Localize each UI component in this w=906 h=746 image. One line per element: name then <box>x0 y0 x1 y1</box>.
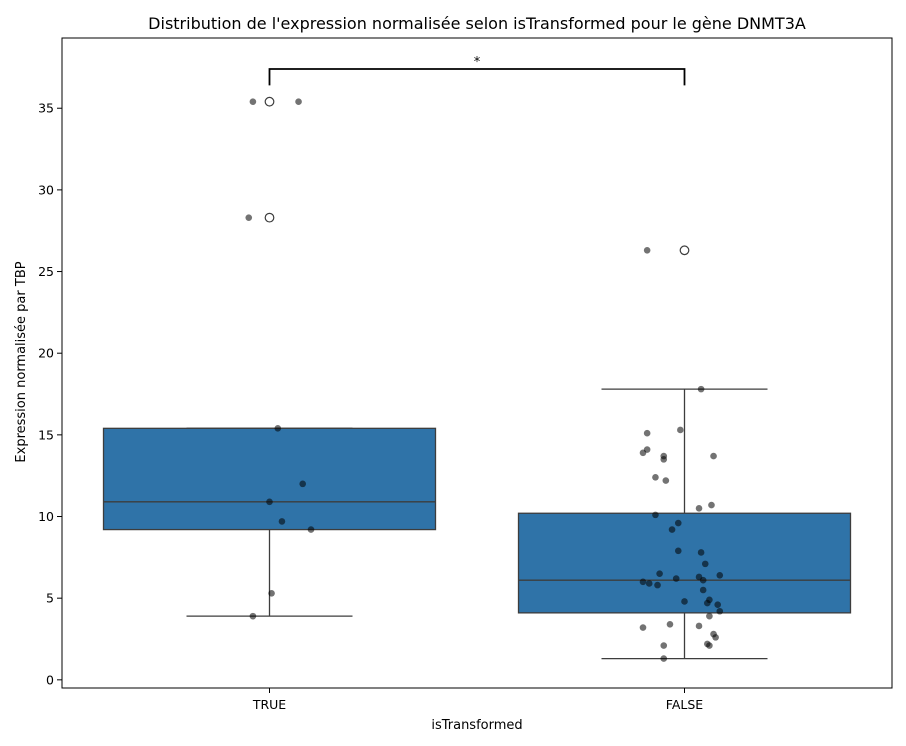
data-point <box>716 607 724 615</box>
x-axis-label: isTransformed <box>431 718 522 733</box>
data-point <box>672 575 680 582</box>
data-point <box>652 474 659 481</box>
data-point <box>307 526 315 533</box>
box-iqr <box>517 512 852 614</box>
data-point <box>643 429 651 437</box>
data-point <box>716 572 724 579</box>
data-point <box>249 612 257 620</box>
y-tick-label: 25 <box>38 264 54 279</box>
data-point <box>677 426 684 434</box>
data-point <box>674 519 682 527</box>
significance-label: * <box>474 55 481 70</box>
y-tick-label: 0 <box>46 672 54 687</box>
data-point <box>697 385 705 393</box>
data-point <box>660 642 668 649</box>
data-point <box>639 449 647 457</box>
data-point <box>645 580 653 587</box>
data-point <box>668 526 676 533</box>
data-point <box>666 621 674 628</box>
data-point <box>660 456 668 463</box>
data-point <box>699 586 707 594</box>
data-point <box>701 560 709 568</box>
data-point <box>652 511 659 519</box>
data-point <box>278 518 286 525</box>
data-point <box>695 622 703 630</box>
data-point <box>695 505 703 512</box>
y-tick-label: 15 <box>38 427 54 442</box>
outlier-marker <box>264 212 275 223</box>
data-point <box>714 601 721 609</box>
data-point <box>299 480 307 488</box>
y-tick-label: 20 <box>38 346 54 361</box>
x-tick-label: TRUE <box>252 697 286 712</box>
data-point <box>654 581 661 589</box>
data-point <box>268 589 275 597</box>
data-point <box>656 570 663 577</box>
data-point <box>699 576 707 584</box>
data-point <box>674 547 682 555</box>
data-point <box>274 425 282 432</box>
data-point <box>706 642 713 649</box>
data-point <box>704 599 711 607</box>
data-point <box>660 655 668 662</box>
y-tick-label: 5 <box>46 591 54 606</box>
plot-frame <box>61 37 893 689</box>
y-tick-label: 30 <box>38 182 54 197</box>
chart-title: Distribution de l'expression normalisée … <box>148 14 806 33</box>
data-point <box>681 598 688 605</box>
data-point <box>697 549 705 556</box>
y-tick-label: 10 <box>38 509 54 524</box>
data-point <box>706 612 713 620</box>
significance-bracket <box>268 68 686 86</box>
outlier-marker <box>679 245 690 256</box>
data-point <box>266 498 273 506</box>
outlier-marker <box>264 96 275 107</box>
data-point <box>662 477 670 484</box>
x-tick-label: FALSE <box>666 697 703 712</box>
data-point <box>245 214 253 221</box>
data-point <box>639 624 647 631</box>
data-point <box>249 98 257 105</box>
y-axis-label: Expression normalisée par TBP <box>14 261 29 462</box>
data-point <box>708 501 715 509</box>
data-point <box>710 452 717 460</box>
data-point <box>295 98 302 105</box>
data-point <box>643 247 651 254</box>
data-point <box>712 634 719 641</box>
data-point <box>639 578 647 586</box>
y-tick-label: 35 <box>38 101 54 116</box>
box-iqr <box>102 427 437 531</box>
